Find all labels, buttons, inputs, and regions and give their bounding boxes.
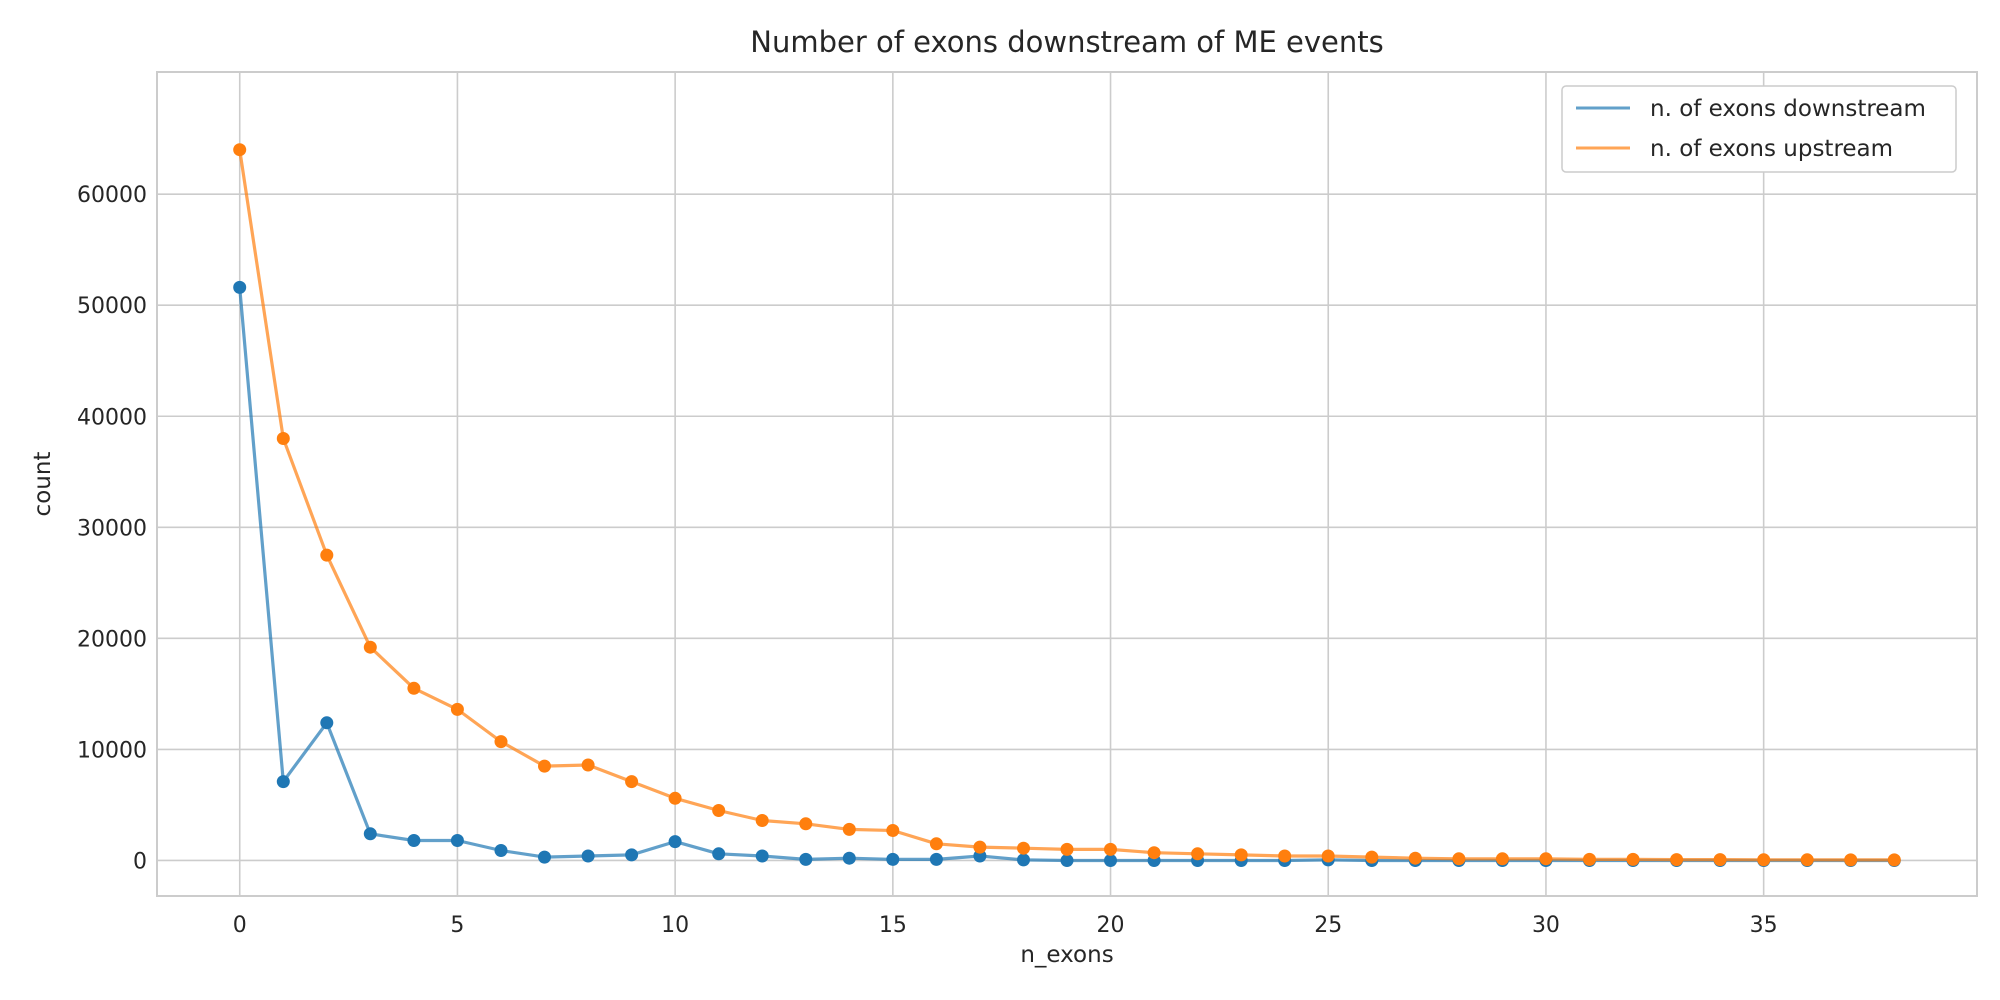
data-point-0 [450,834,464,847]
data-point-0 [712,847,726,861]
data-point-1 [1757,853,1771,867]
data-point-0 [1104,854,1117,867]
data-point-1 [929,837,943,851]
data-point-1 [1539,852,1553,866]
data-point-0 [1060,854,1074,867]
data-point-1 [494,735,508,749]
data-point-0 [799,852,813,866]
data-point-1 [1713,853,1727,867]
data-point-1 [233,143,247,157]
data-point-0 [233,280,247,294]
x-tick-label: 5 [450,913,464,938]
data-point-1 [1495,852,1509,866]
data-point-1 [538,759,551,773]
tick-labels: 0 5 10 15 20 25 30 35 0 10000 20000 30000 40000 50000… [77,183,1778,938]
y-tick-label: 10000 [77,738,147,763]
data-point-1 [1278,849,1292,863]
data-point-0 [320,716,334,730]
data-point-0 [886,852,900,866]
data-point-1 [1670,853,1684,867]
data-point-1 [1887,853,1901,867]
data-point-1 [668,791,682,805]
data-point-1 [1452,852,1466,866]
data-point-0 [973,849,987,863]
data-point-0 [929,852,943,866]
y-axis-title: count [30,452,56,517]
data-point-1 [320,548,334,562]
grid [157,72,1977,896]
data-point-1 [755,814,769,827]
data-point-1 [1408,851,1422,865]
y-tick-label: 50000 [77,294,147,319]
data-point-1 [1060,842,1074,856]
data-point-1 [581,758,595,772]
data-point-1 [712,804,726,817]
y-tick-label: 0 [133,849,147,874]
legend-label-downstream: n. of exons downstream [1650,96,1926,122]
plot-frame [156,71,1978,897]
data-point-0 [276,775,290,789]
x-tick-label: 20 [1097,913,1125,938]
data-point-1 [842,822,856,836]
data-point-1 [450,702,464,716]
data-point-1 [799,817,813,831]
data-point-0 [842,851,856,865]
data-point-1 [1800,853,1814,867]
data-point-1 [407,681,421,695]
data-point-0 [363,827,377,841]
y-tick-label: 20000 [77,627,147,652]
x-tick-label: 35 [1750,913,1778,938]
data-point-1 [363,640,377,654]
data-point-0 [494,844,508,857]
data-point-0 [1017,853,1030,867]
data-point-1 [1626,852,1640,866]
y-tick-label: 60000 [77,183,147,208]
y-tick-label: 40000 [77,405,147,430]
data-point-1 [276,432,290,445]
data-point-0 [538,850,551,864]
data-point-1 [886,824,900,837]
data-point-1 [1191,847,1205,861]
x-axis-title: n_exons [1020,942,1113,968]
data-point-1 [1234,848,1248,862]
data-point-1 [1365,850,1379,864]
data-point-1 [1321,849,1335,863]
data-point-1 [625,775,639,789]
data-point-0 [668,835,682,849]
data-point-0 [755,849,769,863]
data-point-1 [1017,841,1030,855]
data-point-1 [1147,846,1161,860]
data-point-0 [407,834,421,847]
data-point-1 [1583,852,1596,866]
legend: n. of exons downstream n. of exons upstr… [1561,85,1957,173]
data-point-0 [581,849,595,863]
chart-title: Number of exons downstream of ME events [750,25,1383,59]
data-point-1 [1104,842,1117,856]
data-point-0 [625,848,639,862]
x-tick-label: 30 [1532,913,1560,938]
data-point-1 [1844,853,1858,867]
legend-label-upstream: n. of exons upstream [1650,136,1893,162]
legend-box [1561,85,1957,173]
y-tick-label: 30000 [77,516,147,541]
x-tick-label: 25 [1314,913,1342,938]
x-tick-label: 15 [879,913,907,938]
x-tick-label: 0 [233,913,247,938]
data-point-1 [973,840,987,854]
x-tick-label: 10 [661,913,689,938]
series-layer [233,143,1901,867]
